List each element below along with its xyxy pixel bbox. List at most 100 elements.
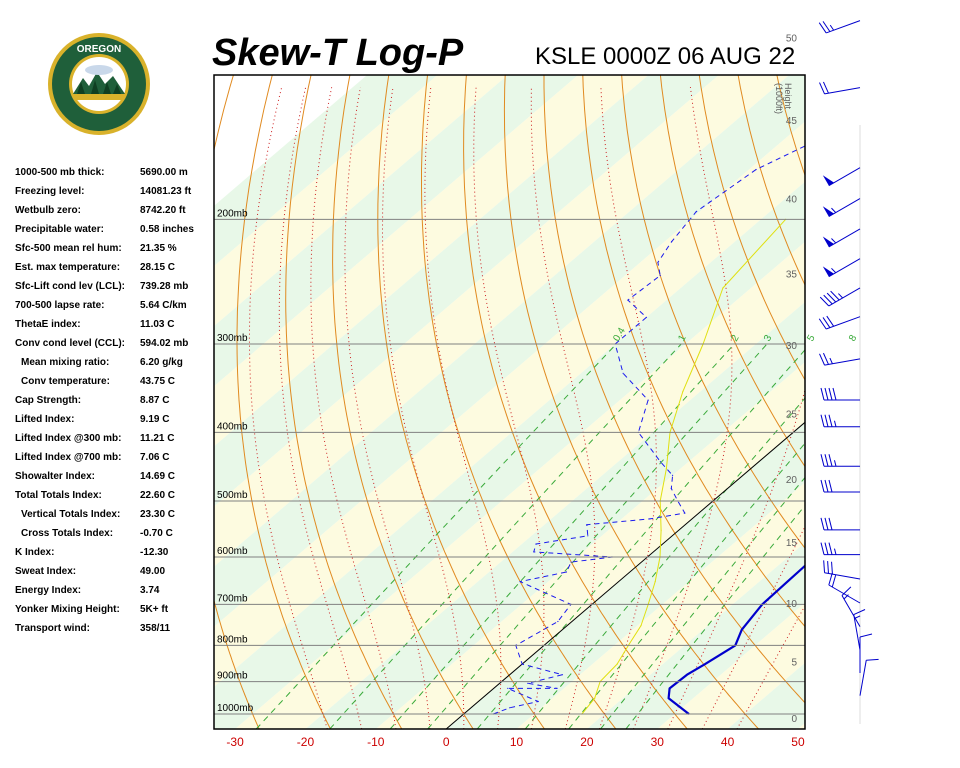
dewpoint-trace-point (509, 707, 511, 709)
parcel-trace-point (722, 287, 724, 289)
chart-title: Skew-T Log-P (212, 32, 464, 74)
height-tick-label: 25 (786, 409, 798, 420)
dry-adiabat (928, 63, 960, 730)
index-value: 11.03 C (140, 319, 175, 330)
index-label: Mean mixing ratio: (21, 357, 110, 368)
index-value: 11.21 C (140, 433, 175, 444)
station-time: KSLE 0000Z 06 AUG 22 (535, 43, 796, 70)
index-value: 594.02 mb (140, 338, 189, 349)
temperature-band (727, 662, 805, 729)
dewpoint-trace-point (586, 524, 588, 526)
dewpoint-trace-point (649, 518, 651, 520)
parcel-trace-point (682, 390, 684, 392)
index-value: 5K+ ft (140, 604, 169, 615)
dewpoint-trace (493, 145, 805, 715)
wind-barb (820, 479, 860, 493)
mixing-ratio-label: 2 (729, 333, 742, 344)
index-value: -0.70 C (140, 528, 173, 539)
moist-adiabat (598, 87, 657, 729)
mixing-ratio-label: 1 (676, 333, 689, 344)
index-value: 22.60 C (140, 490, 176, 501)
temperature-trace-point (668, 697, 670, 699)
moist-adiabat (248, 86, 328, 729)
moist-adiabat (382, 87, 465, 729)
plot-frame (213, 74, 806, 730)
mixing-ratio-line (625, 504, 805, 729)
dewpoint-trace-point (587, 535, 589, 537)
wind-barb (859, 658, 879, 696)
index-label: Lifted Index @700 mb: (15, 452, 122, 463)
index-label: 1000-500 mb thick: (15, 167, 105, 178)
index-label: Transport wind: (15, 623, 90, 634)
x-tick-label: 40 (721, 735, 735, 749)
wind-barb (819, 352, 861, 366)
mixing-ratio-label: 5 (805, 333, 818, 344)
height-tick-label: 20 (786, 475, 798, 486)
temperature-trace-point (944, 300, 945, 301)
index-label: ThetaE index: (15, 319, 81, 330)
dewpoint-trace-point (561, 674, 564, 676)
height-tick-label: 50 (786, 34, 798, 45)
dry-adiabat (214, 75, 260, 729)
height-tick-label: 5 (791, 658, 797, 669)
moist-adiabat (344, 87, 431, 729)
index-value: 21.35 % (140, 243, 177, 254)
x-tick-label: 50 (791, 735, 805, 749)
x-tick-label: 30 (651, 735, 665, 749)
wind-barb (822, 258, 861, 278)
temperature-trace-point (855, 500, 856, 501)
dewpoint-trace-point (556, 687, 558, 690)
index-label: Conv cond level (CCL): (15, 338, 126, 349)
wind-barb (822, 198, 861, 218)
mixing-ratio-label: 3 (762, 333, 775, 344)
wind-barb (823, 560, 861, 580)
zero-isotherm (445, 421, 805, 729)
index-label: Vertical Totals Index: (21, 509, 121, 520)
height-tick-label: 45 (786, 116, 798, 127)
dewpoint-trace-point (672, 474, 674, 476)
dewpoint-trace-point (521, 663, 523, 665)
wind-barb (819, 287, 861, 307)
dry-adiabat (236, 75, 331, 729)
temperature-band (586, 542, 805, 729)
dewpoint-trace-point (670, 487, 672, 490)
dewpoint-trace-point (695, 211, 697, 213)
temperature-trace-point (686, 674, 688, 676)
temperature-trace (667, 564, 805, 715)
pressure-label: 800mb (217, 634, 248, 645)
temperature-trace-point (814, 556, 815, 557)
index-label: Conv temperature: (21, 376, 110, 387)
index-value: 6.20 g/kg (140, 357, 183, 368)
x-tick-label: 20 (580, 735, 594, 749)
mixing-ratio-line (389, 343, 735, 729)
dewpoint-trace-point (645, 316, 648, 318)
index-label: Total Totals Index: (15, 490, 102, 501)
wind-barb (859, 633, 873, 674)
dry-adiabat (332, 75, 474, 729)
pressure-lines: 1000mb 900mb 800mb 700mb 600mb 500mb 400mb 300m… (214, 208, 805, 715)
index-value: 28.15 C (140, 262, 176, 273)
index-label: Showalter Index: (15, 471, 96, 482)
index-label: Sfc-Lift cond lev (LCL): (15, 281, 125, 292)
temperature-trace-point (704, 663, 706, 665)
index-value: 8.87 C (140, 395, 170, 406)
temperature-trace-point (828, 535, 829, 536)
dewpoint-trace-point (622, 372, 624, 374)
mixing-ratio-line (524, 397, 805, 729)
wind-barb (819, 81, 861, 95)
wind-barb (841, 586, 861, 627)
temperature-band (375, 362, 805, 729)
dry-adiabats (214, 63, 960, 730)
logo-seal: OREGON (48, 33, 150, 135)
index-value: 49.00 (140, 566, 166, 577)
x-tick-label: -10 (367, 735, 385, 749)
x-tick-label: -20 (297, 735, 315, 749)
x-tick-label: -30 (226, 735, 244, 749)
moist-adiabat (530, 87, 596, 729)
wind-barb (818, 20, 861, 34)
parcel-trace-point (665, 468, 668, 470)
index-value: 8742.20 ft (140, 205, 186, 216)
index-label: Sfc-500 mean rel hum: (15, 243, 122, 254)
height-tick-label: 0 (791, 714, 797, 725)
